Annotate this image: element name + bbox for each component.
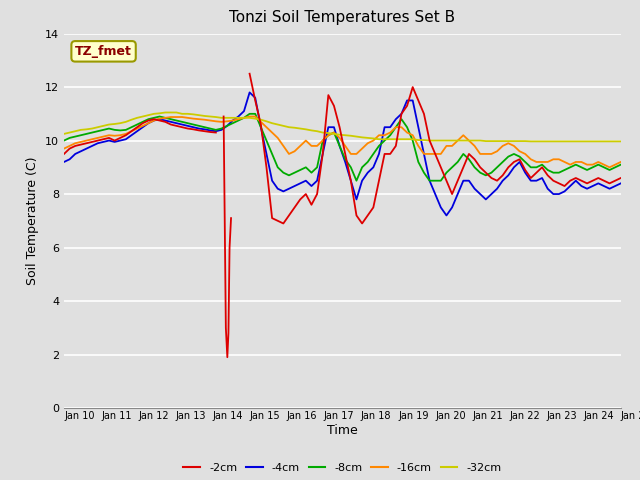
X-axis label: Time: Time: [327, 423, 358, 436]
Y-axis label: Soil Temperature (C): Soil Temperature (C): [26, 156, 40, 285]
Title: Tonzi Soil Temperatures Set B: Tonzi Soil Temperatures Set B: [229, 11, 456, 25]
Legend: -2cm, -4cm, -8cm, -16cm, -32cm: -2cm, -4cm, -8cm, -16cm, -32cm: [179, 458, 506, 477]
Text: TZ_fmet: TZ_fmet: [75, 45, 132, 58]
